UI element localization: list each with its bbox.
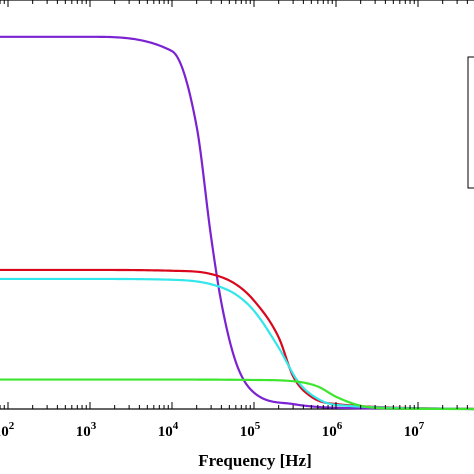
series-line-4 (0, 378, 474, 411)
x-tick-labels: 102 103 104 105 106 107 (0, 420, 425, 440)
series-line-3 (0, 277, 474, 411)
x-tick-label-3: 103 (76, 420, 97, 440)
x-tick-label-4: 104 (158, 420, 179, 440)
x-tick-label-6: 106 (322, 420, 343, 440)
x-tick-label-7: 107 (404, 420, 425, 440)
series-layer (0, 35, 474, 411)
series-line-2 (0, 268, 474, 411)
x-tick-label-5: 105 (240, 420, 261, 440)
series-line-1 (0, 35, 474, 411)
x-tick-label-2: 102 (0, 420, 15, 440)
x-axis-label: Frequency [Hz] (198, 451, 311, 470)
legend-box (467, 56, 474, 189)
x-tick-marks (0, 0, 468, 409)
plot-frame (0, 0, 474, 410)
